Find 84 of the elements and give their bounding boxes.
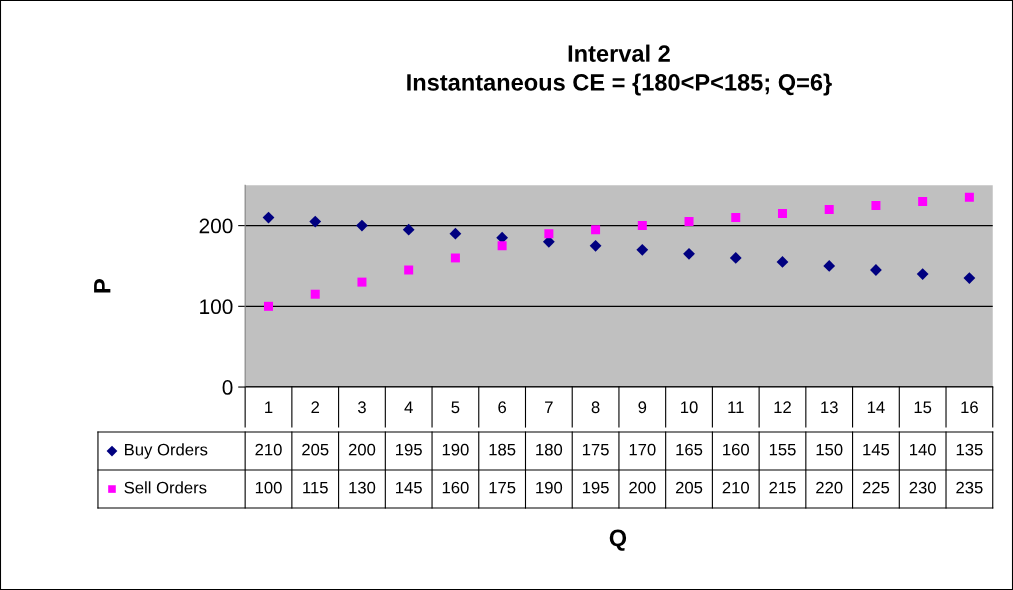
x-tick-label: 13 [821, 401, 838, 414]
y-tick-label: 0 [222, 380, 233, 395]
data-label: 145 [863, 443, 890, 456]
x-tick-label: 5 [451, 401, 460, 414]
point [310, 289, 320, 299]
data-label: 215 [769, 481, 796, 494]
x-tick-label: 6 [498, 401, 507, 414]
data-label: 225 [862, 481, 890, 494]
point [357, 277, 367, 287]
x-tick-label: 7 [545, 401, 553, 414]
data-label: 145 [396, 481, 422, 494]
data-label: 130 [349, 481, 376, 494]
point [264, 301, 274, 311]
y-tick-label: 100 [200, 299, 233, 315]
data-label: 100 [255, 481, 282, 494]
point [636, 243, 649, 256]
legend-label: Sell Orders [124, 481, 207, 494]
point [824, 204, 834, 214]
point [964, 192, 974, 202]
data-label: 175 [489, 481, 516, 494]
x-tick-label: 3 [357, 401, 366, 414]
data-label: 175 [582, 443, 609, 456]
point [731, 213, 741, 223]
data-label: 200 [629, 481, 656, 494]
point [589, 239, 602, 252]
point [449, 227, 462, 240]
data-label: 195 [396, 443, 422, 456]
chart-title: Interval 2 Instantaneous CE = {180<P<185; Q=6} [407, 44, 832, 96]
y-tick-label: 200 [199, 218, 233, 234]
data-label: 185 [489, 443, 516, 456]
point [684, 217, 694, 227]
data-label: 150 [816, 443, 843, 456]
data-label: 190 [442, 443, 469, 456]
point [683, 247, 695, 260]
x-axis-title: Q [609, 529, 627, 551]
data-label: 180 [536, 443, 563, 456]
data-label: 160 [442, 481, 469, 494]
point [916, 268, 929, 280]
x-tick-label: 15 [914, 401, 932, 414]
point [918, 196, 928, 206]
point [871, 200, 881, 210]
point [450, 253, 460, 263]
point [356, 219, 368, 232]
x-tick-label: 10 [681, 401, 698, 414]
point [497, 241, 507, 251]
point [963, 272, 976, 284]
x-tick-label: 16 [961, 401, 978, 414]
data-label: 155 [769, 443, 796, 456]
data-label: 205 [675, 481, 703, 494]
point [776, 256, 789, 268]
x-tick-label: 12 [774, 401, 791, 414]
point [729, 252, 742, 264]
data-label: 205 [302, 443, 329, 456]
point [777, 209, 787, 219]
x-tick-label: 4 [404, 401, 413, 414]
legend-label: Buy Orders [125, 443, 208, 459]
data-label: 210 [722, 481, 750, 494]
point [402, 223, 415, 236]
data-label: 165 [676, 443, 703, 456]
x-tick-label: 9 [638, 401, 647, 414]
x-tick-label: 8 [591, 401, 600, 414]
x-tick-label: 14 [867, 401, 885, 414]
data-label: 190 [536, 481, 563, 494]
data-label: 210 [255, 443, 282, 456]
data-label: 135 [956, 443, 983, 456]
data-label: 160 [723, 443, 750, 456]
x-tick-label: 2 [311, 401, 320, 414]
data-label: 115 [303, 481, 328, 494]
y-axis-title: P [94, 279, 111, 293]
data-label: 220 [816, 481, 843, 494]
data-label: 235 [956, 481, 983, 494]
point [309, 215, 322, 228]
data-label: 195 [582, 481, 609, 494]
point [637, 221, 647, 231]
x-tick-label: 1 [265, 401, 273, 414]
point [404, 265, 414, 275]
point [591, 225, 601, 235]
point [544, 229, 554, 239]
data-label: 200 [348, 443, 376, 456]
point [823, 260, 836, 272]
data-label: 140 [910, 443, 936, 456]
x-tick-label: 11 [728, 401, 744, 414]
data-label: 170 [629, 443, 656, 456]
data-label: 230 [909, 481, 936, 494]
